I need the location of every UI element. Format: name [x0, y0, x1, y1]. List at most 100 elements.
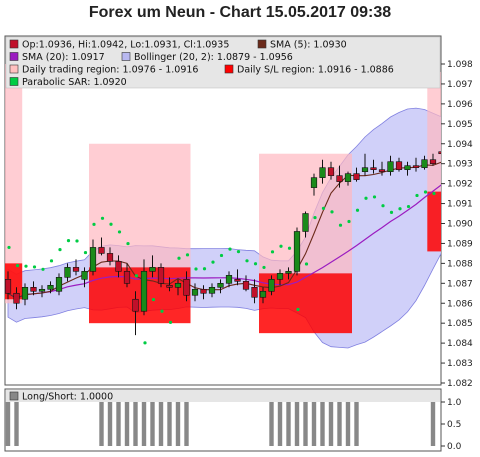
long-short-bar — [328, 402, 334, 446]
long-short-label: Long/Short: 1.0000 — [22, 392, 113, 403]
sar-dot — [313, 215, 317, 220]
long-short-bar — [277, 402, 283, 446]
candle-body — [98, 247, 105, 254]
sar-dot — [338, 223, 343, 227]
long-short-bar — [99, 402, 104, 446]
trading-region-1 — [89, 143, 191, 268]
sar-dot — [270, 250, 275, 254]
sar-dot — [372, 195, 377, 199]
candle-body — [13, 292, 20, 304]
long-short-bar — [184, 402, 189, 446]
sar-dot — [440, 196, 441, 198]
candle-body — [387, 161, 394, 172]
candle-body — [157, 267, 165, 284]
candle-body — [115, 261, 122, 272]
sar-dot — [160, 309, 164, 313]
candle-body — [64, 267, 71, 278]
legend-label: Daily trading region: 1.0976 - 1.0916 — [22, 65, 198, 76]
candle-body — [404, 165, 411, 170]
sar-dot — [41, 267, 45, 271]
long-short-bar — [337, 402, 342, 446]
candle-body — [123, 271, 131, 284]
sar-dot — [330, 210, 334, 214]
sar-dot — [279, 244, 283, 248]
candle-body — [344, 173, 352, 182]
sar-dot — [228, 247, 232, 251]
sub-tick-label: 0.5 — [447, 420, 461, 430]
sar-dot — [355, 208, 360, 212]
long-short-bar — [150, 402, 155, 446]
long-short-bar — [124, 402, 130, 446]
sar-dot — [253, 262, 258, 266]
sar-dot — [236, 250, 241, 254]
legend-label: Daily S/L region: 1.0916 - 1.0886 — [237, 65, 394, 76]
candle-body — [438, 151, 441, 155]
price-tick-label: 1.097 — [447, 80, 473, 90]
sar-dot — [117, 230, 122, 234]
candle-body — [378, 169, 386, 172]
candle-body — [38, 288, 46, 292]
legend-swatch — [257, 39, 267, 49]
sar-dot — [185, 253, 190, 257]
price-tick-label: 1.089 — [447, 239, 473, 249]
candle-body — [208, 286, 216, 294]
candle-body — [336, 175, 343, 182]
price-tick-label: 1.095 — [447, 120, 473, 130]
sar-dot — [389, 210, 394, 214]
price-tick-label: 1.092 — [447, 180, 473, 190]
long-short-bar — [269, 402, 274, 446]
sar-dot — [202, 267, 207, 271]
legend-swatch — [9, 52, 19, 61]
legend-label: Bollinger (20, 2): 1.0879 - 1.0956 — [134, 52, 293, 63]
sar-dot — [32, 265, 37, 269]
price-tick-label: 1.084 — [447, 339, 473, 349]
long-short-bar — [286, 402, 291, 446]
sar-dot — [168, 320, 173, 324]
legend-swatch — [9, 77, 19, 86]
legend-label: Parabolic SAR: 1.0920 — [22, 77, 127, 88]
price-tick-label: 1.096 — [447, 100, 473, 110]
sar-dot — [304, 262, 309, 266]
price-tick-label: 1.082 — [447, 379, 473, 389]
sub-tick-label: 1.0 — [447, 398, 462, 408]
price-tick-label: 1.083 — [447, 359, 473, 369]
price-tick-label: 1.094 — [447, 140, 473, 150]
sar-dot — [109, 222, 113, 226]
long-short-bar — [141, 402, 147, 446]
candle-body — [217, 283, 224, 288]
candle-body — [106, 253, 114, 262]
candle-body — [268, 279, 275, 292]
sar-dot — [58, 248, 62, 252]
long-short-bar — [430, 402, 436, 446]
candle-body — [234, 279, 241, 282]
candle-body — [370, 167, 377, 170]
sar-dot — [432, 191, 436, 196]
sar-dot — [321, 206, 326, 210]
price-tick-label: 1.087 — [447, 279, 473, 289]
long-short-bar — [345, 402, 351, 446]
sar-dot — [364, 196, 368, 200]
sar-dot — [7, 245, 11, 250]
legend-swatch — [9, 39, 19, 49]
candle-body — [319, 167, 326, 178]
sar-dot — [211, 260, 215, 264]
candle-body — [412, 165, 420, 168]
candle-body — [174, 283, 182, 288]
sar-dot — [415, 193, 419, 198]
candle-body — [353, 173, 360, 180]
sar-dot — [406, 204, 411, 209]
candle-body — [225, 275, 233, 284]
sar-dot — [381, 204, 385, 208]
sar-dot — [66, 239, 71, 243]
price-tick-label: 1.093 — [447, 160, 473, 170]
sar-dot — [83, 250, 88, 255]
price-tick-label: 1.088 — [447, 259, 473, 269]
sar-dot — [287, 246, 292, 250]
candle-body — [259, 290, 267, 298]
long-short-bar — [354, 402, 359, 446]
long-short-bar — [107, 402, 113, 446]
candle-body — [47, 285, 54, 290]
legend-swatch — [121, 52, 131, 61]
sar-dot — [296, 307, 300, 312]
sl-region-3 — [427, 191, 441, 252]
